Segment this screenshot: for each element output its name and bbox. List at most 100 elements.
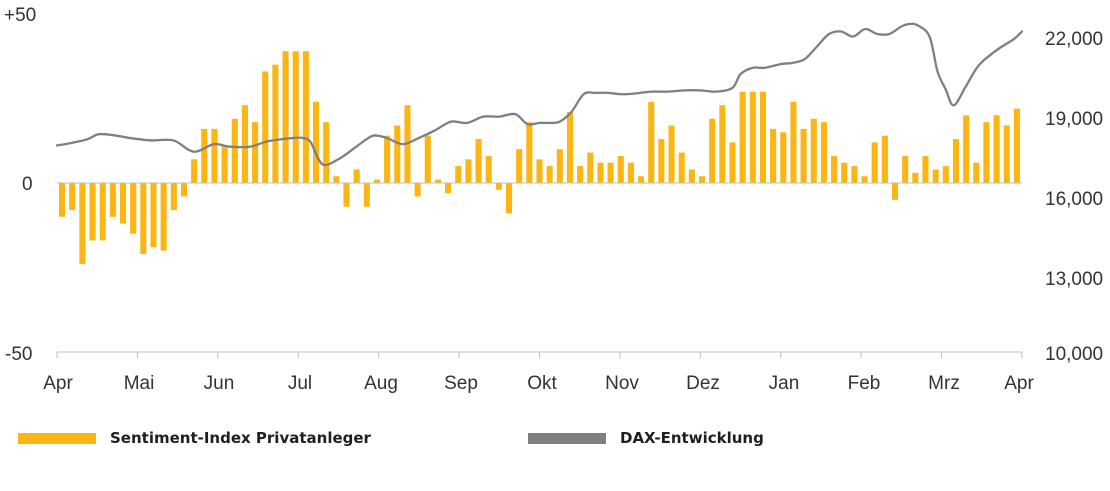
sentiment-bar — [495, 183, 502, 190]
sentiment-bar — [729, 142, 736, 183]
sentiment-bar — [871, 142, 878, 183]
sentiment-bar — [252, 122, 259, 183]
sentiment-bar — [292, 51, 299, 184]
x-axis-labels: Apr Mai Jun Jul Aug Sep Okt Nov Dez Jan … — [43, 373, 1034, 394]
x-tick-label: Apr — [43, 373, 73, 394]
sentiment-bar — [455, 166, 462, 183]
sentiment-bar — [678, 152, 685, 183]
sentiment-bar — [302, 51, 309, 184]
sentiment-bar — [343, 183, 350, 207]
sentiment-bar — [465, 159, 472, 183]
sentiment-bar — [89, 183, 96, 241]
sentiment-bar — [394, 125, 401, 183]
sentiment-bar — [912, 172, 919, 183]
legend-item-sentiment: Sentiment-Index Privatanleger — [18, 426, 371, 450]
sentiment-bar — [526, 122, 533, 183]
sentiment-bar — [69, 183, 76, 211]
x-tick-label: Feb — [848, 373, 881, 394]
sentiment-bar — [353, 169, 360, 183]
right-tick-label: 22,000 — [1045, 29, 1103, 50]
right-tick-label: 16,000 — [1045, 189, 1103, 210]
x-tick-label: Mrz — [928, 373, 960, 394]
sentiment-bar — [790, 101, 797, 183]
sentiment-bar — [709, 118, 716, 183]
sentiment-bar — [1013, 108, 1020, 183]
sentiment-bar — [698, 176, 706, 183]
sentiment-bar — [312, 101, 320, 183]
sentiment-bar — [638, 176, 645, 183]
x-tick-label: Sep — [444, 373, 478, 394]
sentiment-bar — [881, 135, 888, 183]
sentiment-bar — [617, 155, 624, 183]
right-tick-label: 13,000 — [1045, 269, 1103, 290]
sentiment-bar — [262, 71, 269, 183]
sentiment-bar — [241, 105, 248, 183]
sentiment-bar — [983, 122, 990, 183]
sentiment-bar — [648, 101, 655, 183]
sentiment-bar — [607, 162, 614, 183]
sentiment-bar — [119, 183, 127, 224]
sentiment-bar — [1003, 125, 1010, 183]
sentiment-bar — [59, 183, 66, 217]
sentiment-bar — [516, 149, 523, 183]
sentiment-bar — [922, 155, 929, 183]
x-tick-label: Jul — [288, 373, 312, 394]
sentiment-bar — [820, 122, 827, 183]
sentiment-bar — [963, 115, 970, 183]
sentiment-bar — [851, 166, 858, 183]
sentiment-bar — [993, 115, 1000, 183]
sentiment-bar — [384, 135, 391, 183]
x-tick-label: Apr — [1004, 373, 1034, 394]
sentiment-bar — [780, 132, 787, 183]
x-tick-label: Dez — [686, 373, 720, 394]
sentiment-bar — [363, 183, 370, 207]
x-tick-label: Mai — [124, 373, 155, 394]
sentiment-bar — [759, 91, 767, 183]
sentiment-bar — [99, 183, 106, 241]
sentiment-bar — [475, 139, 482, 183]
sentiment-bar — [546, 166, 553, 183]
sentiment-bar — [597, 162, 604, 183]
left-tick-label: -50 — [5, 344, 32, 365]
x-tick-label: Nov — [605, 373, 639, 394]
legend-label-dax: DAX-Entwicklung — [620, 429, 764, 447]
sentiment-bar — [505, 183, 513, 214]
sentiment-bar — [373, 179, 381, 183]
sentiment-bars — [59, 51, 1020, 265]
sentiment-bar — [79, 183, 86, 265]
x-tick-label: Jan — [769, 373, 800, 394]
sentiment-bar — [445, 183, 452, 194]
sentiment-bar — [952, 139, 960, 183]
sentiment-bar — [333, 176, 340, 183]
sentiment-bar — [749, 91, 756, 183]
sentiment-bar — [587, 152, 594, 183]
sentiment-bar — [211, 128, 218, 183]
sentiment-bar — [668, 125, 675, 183]
sentiment-bar — [556, 149, 563, 183]
sentiment-bar — [221, 145, 228, 183]
sentiment-bar — [566, 112, 574, 183]
sentiment-bar — [191, 159, 198, 183]
legend-item-dax: DAX-Entwicklung — [528, 426, 764, 450]
sentiment-bar — [861, 176, 868, 183]
sentiment-bar — [770, 128, 777, 183]
sentiment-bar — [627, 162, 634, 183]
sentiment-bar — [577, 166, 584, 183]
sentiment-bar — [323, 122, 330, 183]
dax-line — [55, 22, 1024, 167]
sentiment-bar — [902, 155, 909, 183]
legend-swatch-dax — [528, 432, 606, 444]
sentiment-bar — [485, 155, 492, 183]
x-axis-ticks — [56, 352, 1023, 358]
sentiment-bar — [282, 51, 289, 184]
sentiment-bar — [658, 139, 665, 183]
sentiment-bar — [831, 155, 838, 183]
sentiment-bar — [272, 64, 279, 183]
sentiment-bar — [170, 183, 177, 211]
left-tick-label: +50 — [4, 5, 36, 26]
sentiment-bar — [160, 183, 167, 251]
sentiment-bar — [231, 118, 238, 183]
sentiment-bar — [109, 183, 116, 217]
sentiment-bar — [150, 183, 157, 248]
